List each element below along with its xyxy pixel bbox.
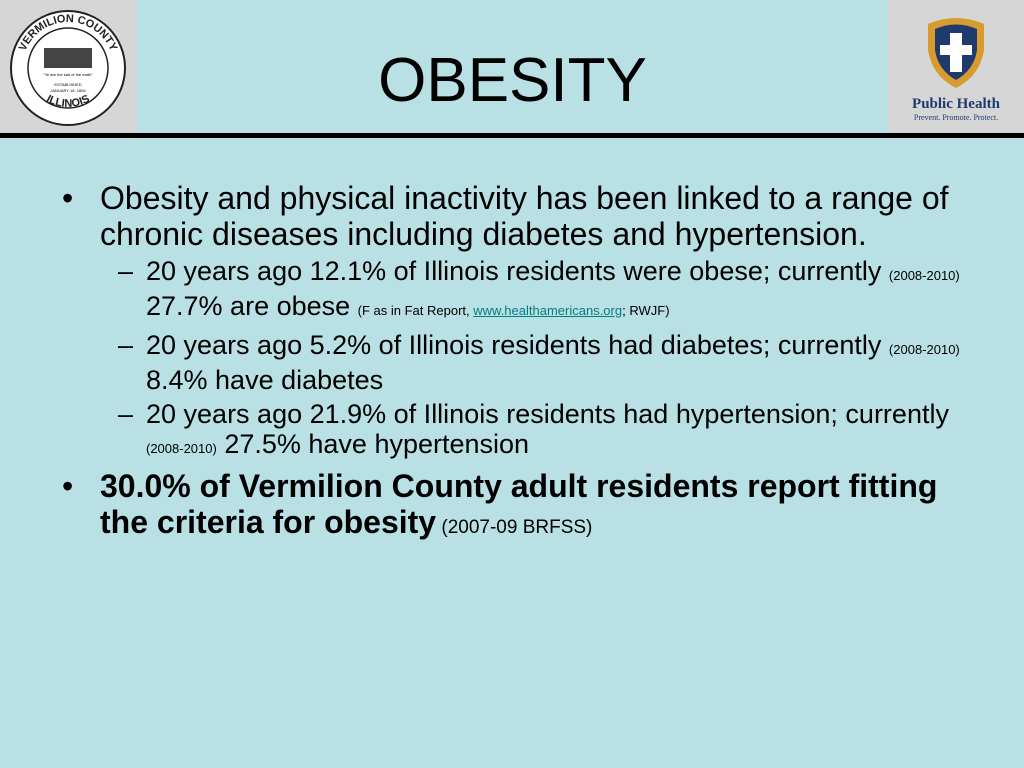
bullet-list: Obesity and physical inactivity has been… (0, 180, 1024, 550)
text-normal: 20 years ago 21.9% of Illinois residents… (146, 399, 949, 429)
ph-name: Public Health (912, 96, 1001, 112)
text-small: (2008-2010) (888, 268, 960, 283)
seal-bottom: ILLINOIS (44, 93, 91, 110)
text-small: (F as in Fat Report, (357, 303, 474, 318)
text-normal: 27.5% have hypertension (216, 429, 530, 459)
shield-cross (940, 33, 972, 72)
sub-bullet: 20 years ago 5.2% of Illinois residents … (118, 330, 961, 395)
text-normal: 20 years ago 5.2% of Illinois residents … (146, 330, 889, 360)
county-seal: VERMILION COUNTY ILLINOIS "Ye are the sa… (0, 0, 137, 133)
sub-bullet: 20 years ago 21.9% of Illinois residents… (118, 399, 961, 464)
seal-established: ESTABLISHED (54, 82, 81, 87)
text-normal: 8.4% have diabetes (146, 365, 384, 395)
header: VERMILION COUNTY ILLINOIS "Ye are the sa… (0, 0, 1024, 138)
text-small: (2008-2010) (146, 441, 217, 456)
seal-date: JANUARY 18, 1826 (50, 88, 86, 93)
ph-tagline: Prevent. Promote. Protect. (914, 113, 998, 122)
text-normal: 27.7% are obese (146, 291, 358, 321)
ph-graphic: Public Health Prevent. Promote. Protect. (912, 18, 1001, 122)
seal-bottom-text: ILLINOIS (44, 93, 91, 110)
text-link: www.healthamericans.org (473, 303, 623, 318)
text-small: (2008-2010) (888, 342, 960, 357)
sub-bullet: 20 years ago 12.1% of Illinois residents… (118, 256, 961, 326)
text-normal: 20 years ago 12.1% of Illinois residents… (146, 256, 889, 286)
bullet: 30.0% of Vermilion County adult resident… (62, 468, 960, 546)
public-health-logo: Public Health Prevent. Promote. Protect. (888, 0, 1024, 133)
seal-graphic: VERMILION COUNTY ILLINOIS "Ye are the sa… (10, 10, 126, 126)
seal-motto: "Ye are the salt of the earth" (43, 72, 93, 77)
text-medium: (2007-09 BRFSS) (436, 517, 593, 538)
seal-building (44, 48, 92, 68)
text-bold: 30.0% of Vermilion County adult resident… (100, 468, 938, 540)
text-normal: Obesity and physical inactivity has been… (100, 180, 949, 252)
text-small: ; RWJF) (622, 303, 670, 318)
slide-title: OBESITY (378, 46, 647, 115)
bullet: Obesity and physical inactivity has been… (62, 180, 960, 252)
